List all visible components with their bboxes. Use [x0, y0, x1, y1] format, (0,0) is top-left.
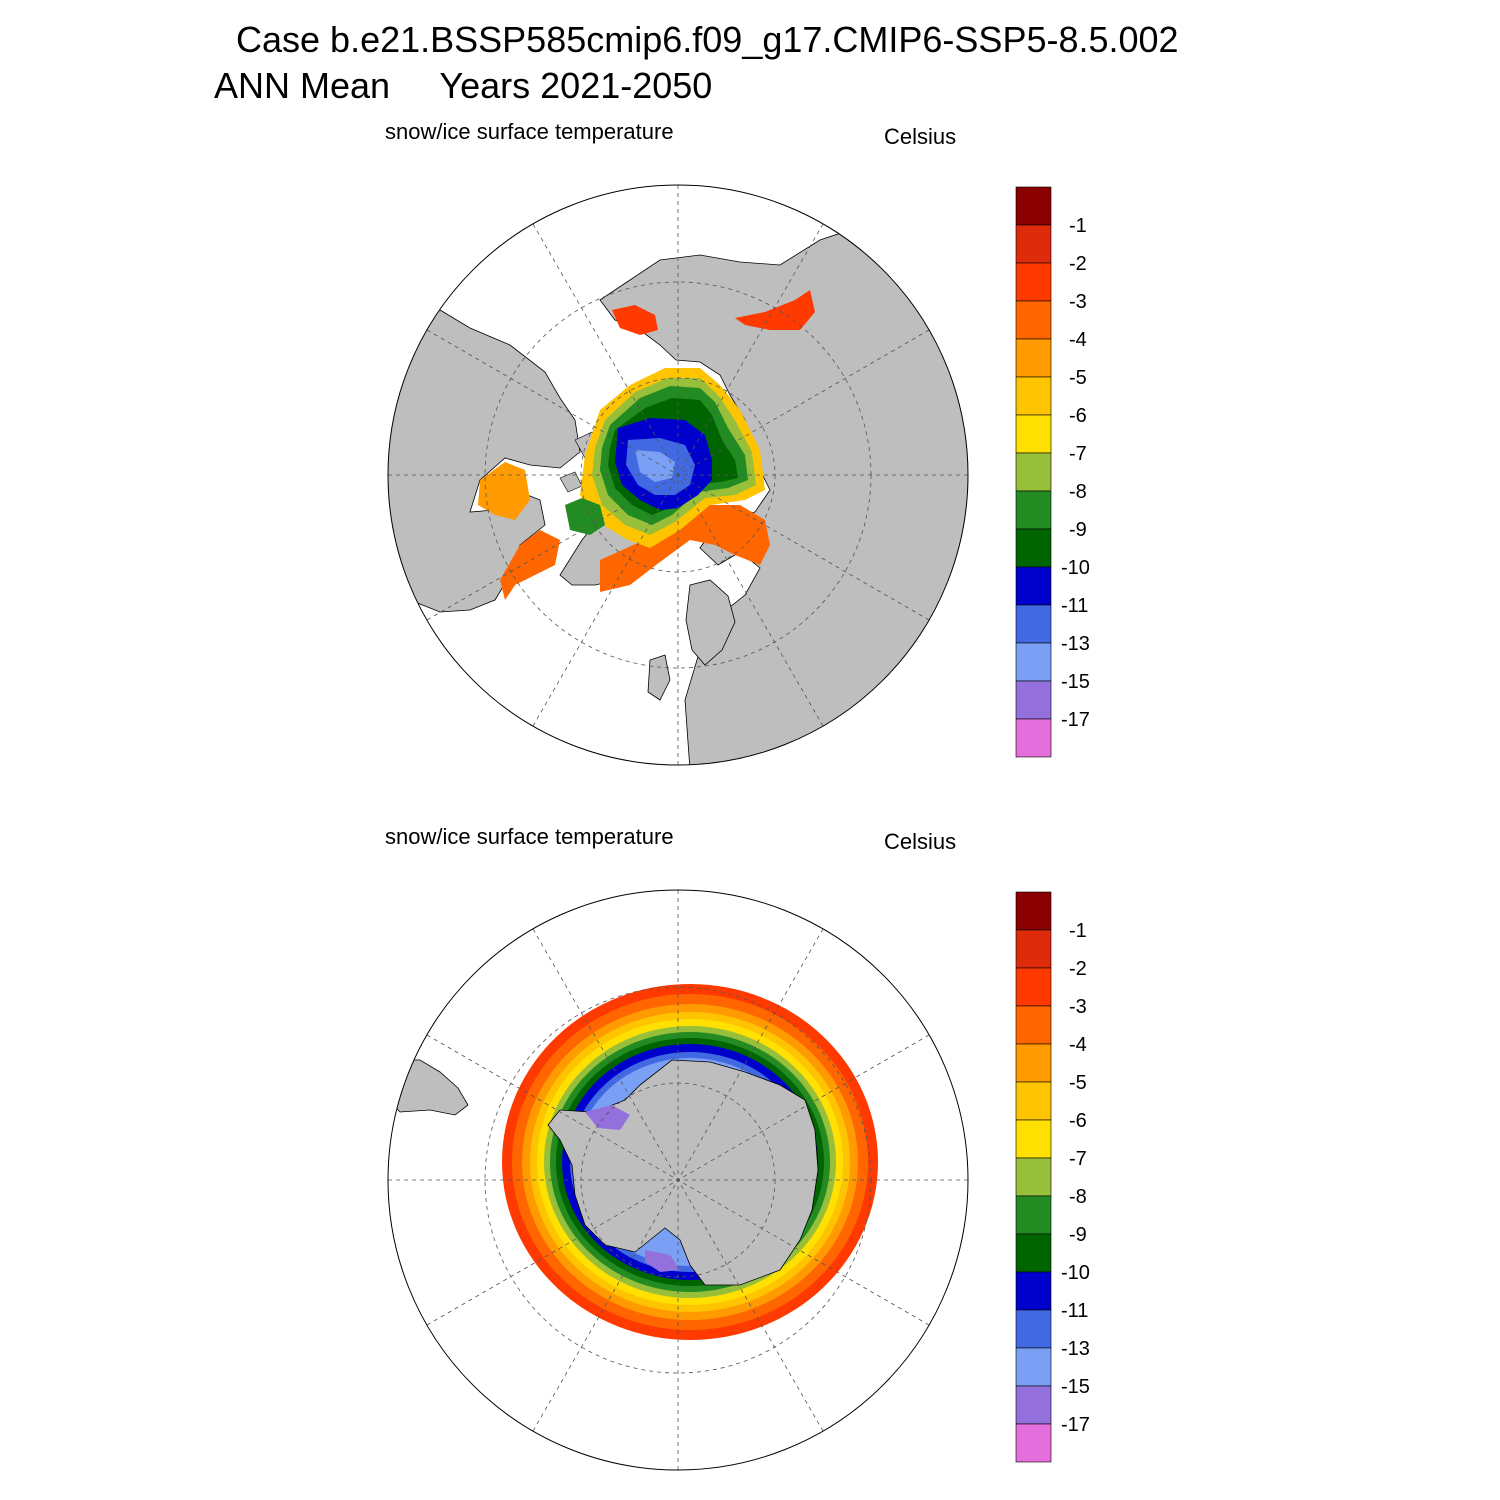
hudson-bay-ice	[478, 462, 530, 520]
arctic-colorbar-swatch-12	[1015, 642, 1052, 682]
antarctic-graticule	[388, 890, 968, 1470]
arctic-colorbar-label: -1	[1069, 215, 1087, 237]
arctic-colorbar-swatch-1	[1015, 224, 1052, 264]
antarctic-colorbar-label: -8	[1069, 1186, 1087, 1208]
antarctic-colorbar-swatch-1	[1015, 929, 1052, 969]
arctic-colorbar-label: -8	[1069, 481, 1087, 503]
antarctic-colorbar-swatch-14	[1015, 1423, 1052, 1463]
arctic-colorbar-swatch-11	[1015, 604, 1052, 644]
bering-sea-ice	[612, 305, 658, 335]
title-line-2: ANN Mean Years 2021-2050	[214, 65, 713, 106]
arctic-colorbar-label: -9	[1069, 519, 1087, 541]
antarctic-colorbar-label: -17	[1061, 1414, 1090, 1436]
antarctic-colorbar-swatch-12	[1015, 1347, 1052, 1387]
antarctic-colorbar-swatch-7	[1015, 1157, 1052, 1197]
antarctic-colorbar-swatch-13	[1015, 1385, 1052, 1425]
arctic-colorbar-label: -6	[1069, 405, 1087, 427]
antarctic-colorbar-swatch-10	[1015, 1271, 1052, 1311]
arctic-colorbar-label: -4	[1069, 329, 1087, 351]
antarctic-colorbar-label: -7	[1069, 1148, 1087, 1170]
antarctic-colorbar-label: -11	[1061, 1300, 1088, 1322]
arctic-colorbar-swatch-6	[1015, 414, 1052, 454]
antarctic-map-border	[387, 889, 969, 1471]
arctic-map-border	[387, 184, 969, 766]
arctic-colorbar-swatch-3	[1015, 300, 1052, 340]
weddell-sea-ice	[585, 1105, 630, 1130]
antarctic-colorbar-swatch-3	[1015, 1005, 1052, 1045]
labrador-sea-ice	[500, 530, 560, 600]
arctic-colorbar-label: -10	[1061, 557, 1090, 579]
antarctic-colorbar-label: -5	[1069, 1072, 1087, 1094]
arctic-colorbar-label: -17	[1061, 709, 1090, 731]
antarctic-colorbar-label: -9	[1069, 1224, 1087, 1246]
arctic-map	[388, 185, 968, 765]
antarctic-colorbar-label: -3	[1069, 996, 1087, 1018]
antarctic-colorbar-swatch-0	[1015, 891, 1052, 931]
arctic-colorbar-swatch-9	[1015, 528, 1052, 568]
arctic-colorbar: -17 -15 -13 -11 -10 -9 -8 -7 -6 -5 -4 -3 -2 -1	[1015, 186, 1090, 758]
arctic-colorbar-label: -15	[1061, 671, 1090, 693]
arctic-colorbar-swatch-2	[1015, 262, 1052, 302]
antarctic-map	[388, 890, 968, 1470]
antarctic-colorbar-label: -4	[1069, 1034, 1087, 1056]
arctic-colorbar-label: -11	[1061, 595, 1088, 617]
arctic-variable-label: snow/ice surface temperature	[385, 119, 674, 144]
antarctic-colorbar-swatch-9	[1015, 1233, 1052, 1273]
arctic-colorbar-swatch-5	[1015, 376, 1052, 416]
antarctic-colorbar-swatch-4	[1015, 1043, 1052, 1083]
arctic-colorbar-swatch-10	[1015, 566, 1052, 606]
arctic-colorbar-swatch-7	[1015, 452, 1052, 492]
british-isles-land	[647, 654, 671, 701]
arctic-colorbar-label: -7	[1069, 443, 1087, 465]
arctic-ice-band-orange	[600, 505, 770, 592]
antarctic-variable-label: snow/ice surface temperature	[385, 824, 674, 849]
arctic-colorbar-swatch-14	[1015, 718, 1052, 758]
okhotsk-sea-ice	[735, 290, 815, 330]
scandinavia-land	[685, 579, 736, 666]
antarctic-colorbar-swatch-2	[1015, 967, 1052, 1007]
antarctic-colorbar-label: -2	[1069, 958, 1087, 980]
antarctic-colorbar-label: -10	[1061, 1262, 1090, 1284]
arctic-colorbar-label: -3	[1069, 291, 1087, 313]
title-line-1: Case b.e21.BSSP585cmip6.f09_g17.CMIP6-SS…	[236, 19, 1179, 60]
arctic-colorbar-label: -2	[1069, 253, 1087, 275]
antarctic-colorbar-label: -1	[1069, 920, 1087, 942]
ross-sea-ice	[645, 1250, 680, 1272]
antarctic-units-label: Celsius	[884, 829, 957, 854]
antarctic-colorbar-swatch-11	[1015, 1309, 1052, 1349]
arctic-colorbar-label: -13	[1061, 633, 1090, 655]
north-america-land	[388, 309, 581, 613]
arctic-colorbar-swatch-0	[1015, 186, 1052, 226]
antarctic-colorbar-swatch-8	[1015, 1195, 1052, 1235]
antarctic-colorbar-swatch-6	[1015, 1119, 1052, 1159]
arctic-colorbar-swatch-8	[1015, 490, 1052, 530]
arctic-colorbar-swatch-13	[1015, 680, 1052, 720]
antarctic-colorbar-label: -6	[1069, 1110, 1087, 1132]
arctic-colorbar-swatch-4	[1015, 338, 1052, 378]
antarctic-colorbar: -17 -15 -13 -11 -10 -9 -8 -7 -6 -5 -4 -3 -2 -1	[1015, 891, 1090, 1463]
arctic-colorbar-label: -5	[1069, 367, 1087, 389]
arctic-ice-band-light-blue	[635, 450, 675, 482]
antarctic-colorbar-swatch-5	[1015, 1081, 1052, 1121]
antarctic-colorbar-label: -13	[1061, 1338, 1090, 1360]
arctic-units-label: Celsius	[884, 124, 957, 149]
antarctic-colorbar-label: -15	[1061, 1376, 1090, 1398]
arctic-graticule	[388, 185, 968, 765]
